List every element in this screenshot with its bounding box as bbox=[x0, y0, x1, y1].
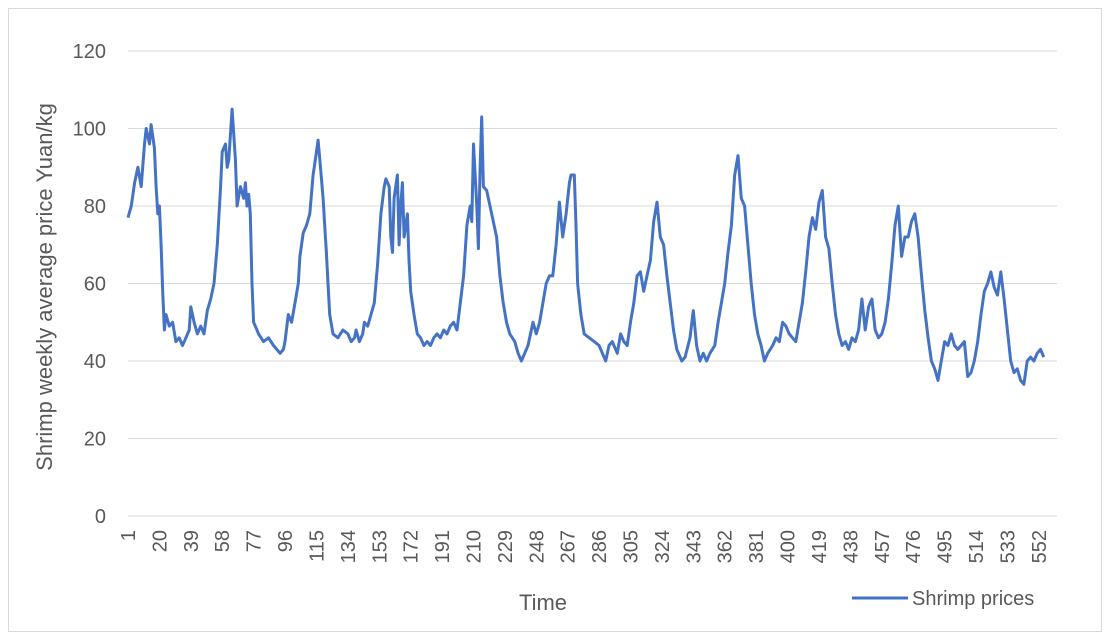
x-tick-label: 210 bbox=[463, 530, 485, 563]
y-tick-label: 120 bbox=[73, 41, 106, 63]
y-tick-label: 60 bbox=[84, 274, 106, 296]
x-tick-label: 495 bbox=[935, 530, 957, 563]
x-tick-label: 343 bbox=[683, 530, 705, 563]
x-tick-label: 400 bbox=[778, 530, 800, 563]
x-tick-label: 20 bbox=[149, 530, 171, 552]
x-tick-label: 96 bbox=[275, 530, 297, 552]
x-tick-label: 229 bbox=[495, 530, 517, 563]
x-tick-label: 381 bbox=[746, 530, 768, 563]
x-tick-label: 248 bbox=[526, 530, 548, 563]
x-tick-label: 305 bbox=[621, 530, 643, 563]
x-tick-label: 457 bbox=[872, 530, 894, 563]
x-tick-label: 286 bbox=[589, 530, 611, 563]
series-line-shrimp-prices bbox=[126, 107, 1046, 386]
x-tick-label: 438 bbox=[840, 530, 862, 563]
x-tick-label: 191 bbox=[432, 530, 454, 563]
y-axis-title: Shrimp weekly average price Yuan/kg bbox=[32, 103, 57, 471]
x-tick-label: 324 bbox=[652, 530, 674, 563]
x-tick-label: 39 bbox=[181, 530, 203, 552]
x-tick-label: 134 bbox=[338, 530, 360, 563]
x-tick-label: 476 bbox=[903, 530, 925, 563]
y-axis-ticks: 0 20 40 60 80 100 120 bbox=[73, 41, 106, 528]
x-tick-label: 533 bbox=[997, 530, 1019, 563]
x-axis-title: Time bbox=[519, 590, 567, 615]
x-tick-label: 514 bbox=[966, 530, 988, 563]
x-tick-label: 267 bbox=[558, 530, 580, 563]
legend: Shrimp prices bbox=[852, 588, 1034, 610]
x-tick-label: 1 bbox=[118, 530, 140, 541]
y-tick-label: 80 bbox=[84, 196, 106, 218]
x-tick-label: 362 bbox=[715, 530, 737, 563]
x-tick-label: 77 bbox=[244, 530, 266, 552]
x-tick-label: 58 bbox=[212, 530, 234, 552]
y-tick-label: 40 bbox=[84, 351, 106, 373]
y-tick-label: 0 bbox=[95, 506, 106, 528]
x-tick-label: 172 bbox=[401, 530, 423, 563]
gridlines bbox=[128, 50, 1057, 439]
legend-label: Shrimp prices bbox=[912, 588, 1034, 610]
x-tick-label: 153 bbox=[369, 530, 391, 563]
x-tick-label: 552 bbox=[1029, 530, 1051, 563]
x-axis-ticks: 1 20 39 58 77 96 115 134 153 172 191 210 229 248 267 28… bbox=[118, 530, 1051, 563]
x-tick-label: 115 bbox=[306, 530, 328, 562]
y-tick-label: 100 bbox=[73, 119, 106, 141]
y-tick-label: 20 bbox=[84, 429, 106, 451]
x-tick-label: 419 bbox=[809, 530, 831, 563]
